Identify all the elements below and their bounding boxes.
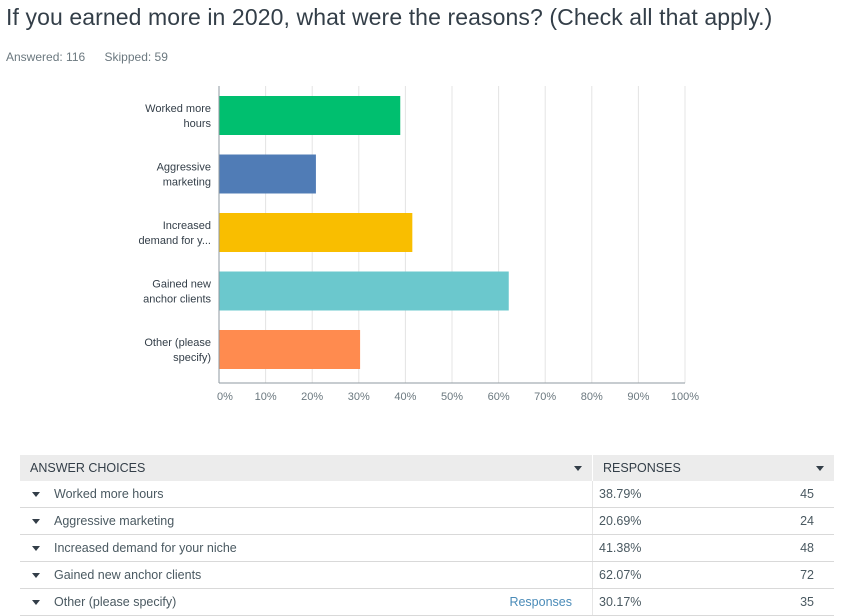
answer-choice-text: Worked more hours (54, 487, 164, 501)
answer-table: ANSWER CHOICES RESPONSES Worked more hou… (20, 455, 834, 616)
table-row: Other (please specify) Responses 30.17% 35 (20, 588, 834, 616)
response-percent: 62.07% (592, 561, 757, 589)
category-label: marketing (163, 177, 211, 189)
bar (219, 271, 509, 311)
table-row: Increased demand for your niche 41.38% 48 (20, 534, 834, 562)
answer-choice-cell: Worked more hours (20, 481, 593, 508)
category-label: demand for y... (138, 235, 211, 247)
category-label: anchor clients (143, 294, 211, 306)
response-stats: Answered: 116 Skipped: 59 (6, 50, 184, 64)
response-percent: 38.79% (592, 481, 757, 508)
table-row: Worked more hours 38.79% 45 (20, 481, 834, 508)
bar (219, 330, 361, 369)
x-tick-label: 100% (671, 391, 699, 403)
x-tick-label: 20% (301, 391, 323, 403)
answer-choice-text: Aggressive marketing (54, 514, 175, 528)
bar-chart: 0% 10% 20% 30% 40% 50% 60% 70% 80% 90% 100% Worked … (138, 86, 699, 403)
answer-choice-cell: Aggressive marketing (20, 507, 593, 535)
response-count: 72 (757, 561, 834, 589)
category-label: Gained new (152, 279, 211, 291)
response-count: 24 (757, 507, 834, 535)
question-title: If you earned more in 2020, what were th… (6, 4, 773, 30)
category-label: Other (please (144, 337, 211, 349)
table-row: Gained new anchor clients 62.07% 72 (20, 561, 834, 589)
answer-choices-header[interactable]: ANSWER CHOICES (20, 455, 593, 481)
answer-choice-cell: Other (please specify) Responses (20, 588, 593, 616)
category-label: hours (183, 118, 211, 130)
expand-caret-icon[interactable] (32, 573, 40, 579)
answered-count: Answered: 116 (6, 50, 86, 64)
answer-choice-text: Increased demand for your niche (54, 541, 237, 555)
response-percent: 41.38% (592, 534, 757, 562)
bar (219, 96, 401, 135)
expand-caret-icon[interactable] (32, 600, 40, 606)
responses-link[interactable]: Responses (509, 595, 572, 609)
sort-caret-icon[interactable] (574, 465, 582, 471)
table-header: ANSWER CHOICES RESPONSES (20, 455, 834, 481)
table-row: Aggressive marketing 20.69% 24 (20, 507, 834, 535)
x-tick-label: 40% (394, 391, 416, 403)
x-tick-label: 70% (534, 391, 556, 403)
response-count: 48 (757, 534, 834, 562)
skipped-count: Skipped: 59 (104, 50, 168, 64)
answer-choices-label: ANSWER CHOICES (30, 461, 146, 475)
bar (219, 213, 413, 252)
expand-caret-icon[interactable] (32, 492, 40, 498)
responses-header[interactable]: RESPONSES (592, 455, 834, 481)
x-tick-label: 0% (217, 391, 233, 403)
x-tick-label: 50% (441, 391, 463, 403)
x-tick-label: 60% (488, 391, 510, 403)
category-label: specify) (173, 352, 211, 364)
answer-choice-cell: Gained new anchor clients (20, 561, 593, 589)
response-count: 45 (757, 481, 834, 508)
category-label: Increased (163, 220, 211, 232)
response-percent: 20.69% (592, 507, 757, 535)
answer-choice-text: Other (please specify) (54, 595, 177, 609)
x-tick-label: 30% (348, 391, 370, 403)
bar (219, 154, 316, 194)
response-percent: 30.17% (592, 588, 757, 616)
responses-label: RESPONSES (603, 461, 681, 475)
category-label: Aggressive (157, 162, 211, 174)
answer-choice-cell: Increased demand for your niche (20, 534, 593, 562)
response-count: 35 (757, 588, 834, 616)
expand-caret-icon[interactable] (32, 519, 40, 525)
answer-choice-text: Gained new anchor clients (54, 568, 202, 582)
category-label: Worked more (145, 103, 211, 115)
x-tick-label: 80% (581, 391, 603, 403)
sort-caret-icon[interactable] (816, 465, 824, 471)
x-tick-label: 10% (255, 391, 277, 403)
x-tick-label: 90% (627, 391, 649, 403)
expand-caret-icon[interactable] (32, 546, 40, 552)
